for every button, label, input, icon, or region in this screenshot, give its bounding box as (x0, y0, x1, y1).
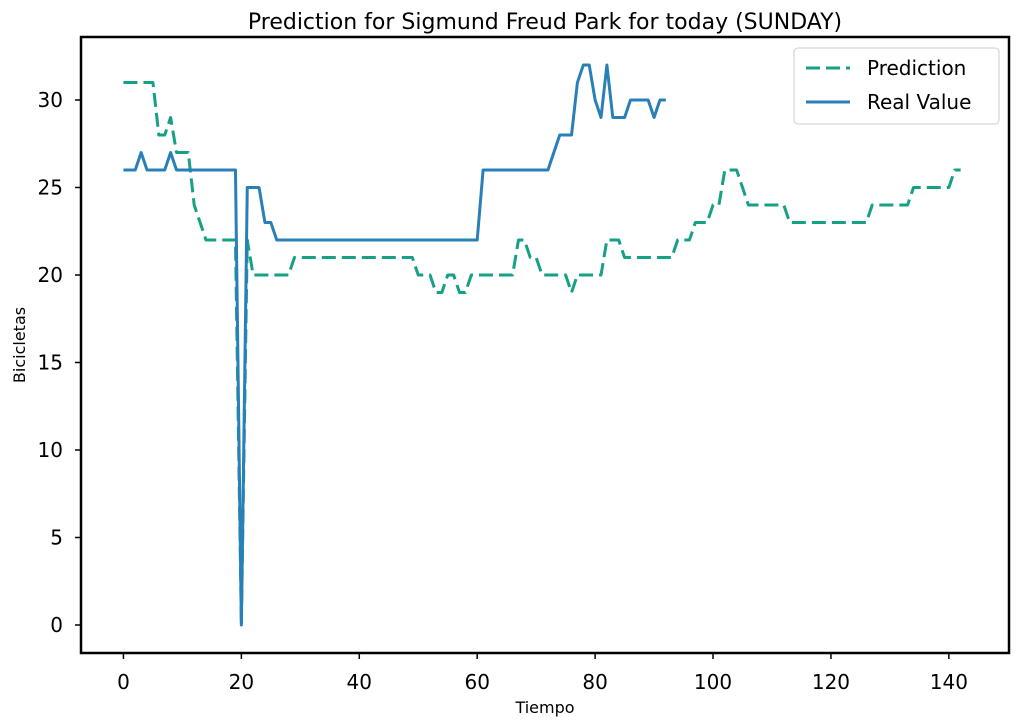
legend-label-real-value: Real Value (867, 90, 971, 114)
series-layer (123, 63, 961, 627)
y-tick-label: 20 (38, 263, 63, 287)
y-axis: 0 5 10 15 20 25 30 (38, 88, 81, 637)
y-tick-label: 0 (50, 613, 63, 637)
y-tick-label: 25 (38, 176, 63, 200)
x-tick-label: 40 (347, 670, 372, 694)
x-tick-label: 60 (464, 670, 489, 694)
y-tick-label: 15 (38, 351, 63, 375)
series-line-prediction (123, 81, 961, 627)
x-axis-title: Tiempo (514, 698, 574, 717)
x-tick-label: 20 (229, 670, 254, 694)
x-tick-label: 100 (694, 670, 732, 694)
legend-label-prediction: Prediction (867, 56, 966, 80)
x-tick-label: 0 (117, 670, 130, 694)
x-tick-label: 120 (812, 670, 850, 694)
y-axis-title: Bicicletas (10, 307, 29, 383)
plot-frame (79, 35, 1011, 655)
legend-box (793, 47, 1000, 125)
x-axis: 0 20 40 60 80 100 120 140 (117, 653, 968, 694)
chart-title: Prediction for Sigmund Freud Park for to… (248, 10, 842, 35)
x-tick-label: 140 (930, 670, 968, 694)
y-tick-label: 30 (38, 88, 63, 112)
y-tick-label: 5 (50, 526, 63, 550)
y-tick-label: 10 (38, 438, 63, 462)
series-line-real-value (123, 63, 666, 627)
legend: Prediction Real Value (793, 47, 1000, 125)
x-tick-label: 80 (582, 670, 607, 694)
